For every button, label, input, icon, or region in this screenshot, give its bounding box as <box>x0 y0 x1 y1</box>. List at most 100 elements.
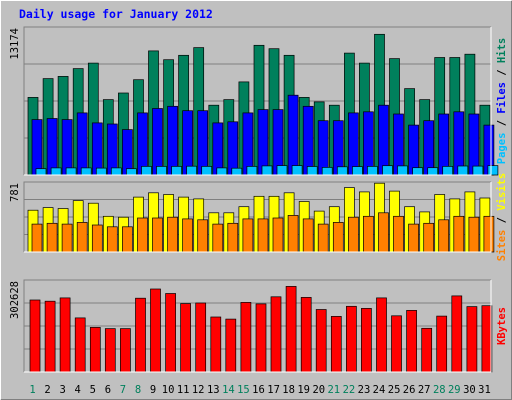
bar-pages-day-8 <box>141 166 152 176</box>
chart-title: Daily usage for January 2012 <box>19 7 213 21</box>
bar-files-day-15 <box>242 112 254 176</box>
bar-files-day-4 <box>76 112 88 176</box>
bar-pages-day-13 <box>216 167 228 176</box>
bar-sites-day-4 <box>76 222 88 253</box>
day-tick-label: 30 <box>463 384 476 396</box>
day-tick-label: 19 <box>297 384 310 396</box>
day-tick-label: 9 <box>150 384 156 396</box>
day-tick-label: 6 <box>105 384 111 396</box>
day-tick-label: 27 <box>418 384 431 396</box>
legend-text: Sites <box>496 230 508 262</box>
day-tick-label: 10 <box>162 384 175 396</box>
bar-kbytes-day-21 <box>330 316 342 373</box>
bar-sites-day-26 <box>408 223 419 253</box>
bar-kbytes-day-5 <box>89 327 101 373</box>
bar-pages-day-31 <box>487 165 499 176</box>
bar-pages-day-5 <box>95 167 107 176</box>
bar-sites-day-29 <box>453 215 465 253</box>
bar-files-day-8 <box>137 112 148 176</box>
bar-sites-day-13 <box>212 223 224 253</box>
bar-kbytes-day-28 <box>436 315 448 373</box>
panel-bevel-light <box>24 27 492 176</box>
legend-text: KBytes <box>496 307 508 345</box>
bar-files-day-24 <box>378 104 389 176</box>
bar-kbytes-day-31 <box>481 305 493 373</box>
panel-visits-sites: 781 Sites / Visits <box>9 173 508 262</box>
bar-sites-day-9 <box>152 217 163 253</box>
day-tick-label: 18 <box>282 384 295 396</box>
panel-series-legend: KBytes <box>496 307 508 345</box>
legend-text: Pages <box>496 133 508 165</box>
bar-files-day-11 <box>182 110 193 176</box>
bar-pages-day-9 <box>156 166 167 176</box>
bar-files-day-16 <box>257 109 269 176</box>
bar-kbytes-day-29 <box>451 295 463 373</box>
bar-sites-day-16 <box>257 218 269 253</box>
bar-kbytes-day-26 <box>406 310 417 373</box>
bar-kbytes-day-13 <box>210 316 222 373</box>
panel-bevel-dark <box>23 26 491 175</box>
bar-sites-day-15 <box>242 218 254 253</box>
day-tick-label: 4 <box>75 384 81 396</box>
bar-files-day-12 <box>197 110 209 176</box>
bar-pages-day-27 <box>427 167 439 176</box>
day-tick-label: 1 <box>29 384 35 396</box>
bar-sites-day-27 <box>423 222 435 253</box>
bar-files-day-2 <box>46 118 58 176</box>
day-tick-label: 17 <box>267 384 280 396</box>
bar-pages-day-6 <box>110 167 122 176</box>
bar-kbytes-day-27 <box>421 327 433 373</box>
bar-pages-day-25 <box>397 165 408 176</box>
day-tick-label: 28 <box>433 384 446 396</box>
panel-bevel-light <box>24 280 492 373</box>
bar-files-day-27 <box>423 120 435 176</box>
bar-pages-day-21 <box>336 166 348 176</box>
bar-sites-day-23 <box>363 215 374 253</box>
bar-pages-day-23 <box>367 166 378 176</box>
day-tick-label: 24 <box>373 384 386 396</box>
bar-pages-day-18 <box>291 165 303 176</box>
bar-pages-day-12 <box>201 166 213 176</box>
panel-bevel-dark <box>23 279 491 372</box>
bar-files-day-1 <box>31 119 43 176</box>
panel-pages-files-hits: 13174 Pages / Files / Hits <box>9 26 508 176</box>
day-tick-label: 7 <box>120 384 126 396</box>
bar-pages-day-14 <box>231 167 243 176</box>
bar-pages-day-28 <box>442 166 454 176</box>
bar-sites-day-24 <box>378 212 389 253</box>
bar-sites-day-2 <box>46 222 58 253</box>
legend-text: / <box>496 114 508 133</box>
bar-pages-day-7 <box>126 168 137 176</box>
bar-kbytes-day-30 <box>466 306 478 373</box>
bar-kbytes-day-22 <box>346 305 357 373</box>
legend-text: / <box>496 211 508 230</box>
bar-sites-day-30 <box>468 216 480 253</box>
bar-files-day-23 <box>363 111 374 176</box>
bar-pages-day-29 <box>457 165 469 176</box>
bar-kbytes-day-7 <box>120 328 131 373</box>
bar-kbytes-day-3 <box>59 297 71 373</box>
bar-files-day-3 <box>61 119 73 176</box>
bar-sites-day-28 <box>438 219 450 253</box>
day-tick-label: 26 <box>403 384 416 396</box>
panel-bevel-light <box>24 182 492 253</box>
day-tick-label: 8 <box>135 384 141 396</box>
bar-pages-day-24 <box>382 165 393 176</box>
bar-sites-day-20 <box>317 223 329 253</box>
bar-files-day-10 <box>167 105 178 176</box>
bar-files-day-22 <box>348 112 359 176</box>
bar-files-day-13 <box>212 122 224 176</box>
bar-sites-day-1 <box>31 223 43 253</box>
bar-sites-day-11 <box>182 218 193 253</box>
bar-pages-day-17 <box>276 165 288 176</box>
panel-max-label: 302628 <box>9 281 21 319</box>
bar-sites-day-6 <box>106 226 118 253</box>
bar-kbytes-day-12 <box>195 302 207 373</box>
bar-pages-day-4 <box>80 167 92 176</box>
bar-files-day-20 <box>317 120 329 176</box>
day-tick-label: 3 <box>60 384 66 396</box>
bar-pages-day-19 <box>306 166 318 176</box>
legend-text: / <box>496 63 508 82</box>
